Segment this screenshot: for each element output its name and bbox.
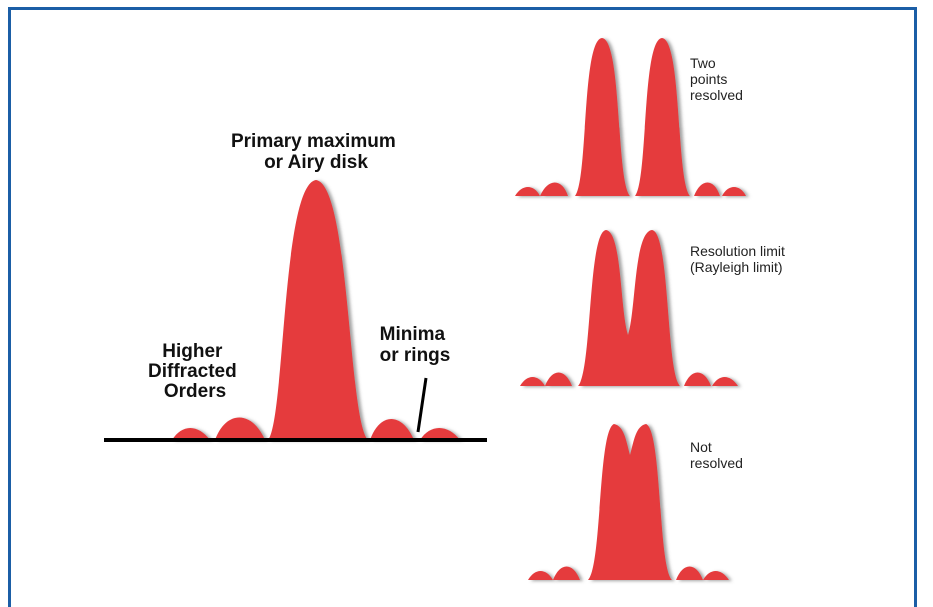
panel-two-points-resolved [515,38,746,196]
panel1-side-lobe [515,187,540,196]
panel2-side-lobe [520,377,545,386]
panel2-side-lobe [684,372,711,386]
higher-order-lobe-left-2 [172,428,210,440]
panel3-side-lobe [528,571,553,580]
panel3-side-lobe [553,566,580,580]
panel1-side-lobe [694,182,720,196]
minima-pointer [416,377,428,433]
panel-not-resolved [528,424,729,580]
panel3-merged-peaks [588,424,672,580]
panel1-peak-right [635,38,690,196]
higher-order-lobe-right-2 [420,428,460,440]
panel1-label: Two points resolved [690,55,743,103]
airy-pattern [172,180,460,440]
figure-frame [8,7,917,607]
minima-label: Minima or rings [380,324,451,366]
panel2-merged-peaks [578,230,680,386]
panel3-side-lobe [703,571,729,580]
panel2-side-lobe [712,377,738,386]
panel1-side-lobe [540,182,568,196]
panel-resolution-limit [520,230,738,386]
panel2-label: Resolution limit (Rayleigh limit) [690,243,789,275]
panel1-side-lobe [722,187,746,196]
higher-orders-label: Higher Diffracted Orders [148,341,242,402]
panel3-label: Not resolved [690,439,743,471]
higher-order-lobe-right-1 [370,419,414,440]
panel3-side-lobe [676,566,703,580]
panel2-side-lobe [545,372,572,386]
primary-maximum-label: Primary maximum or Airy disk [231,131,401,173]
panel1-peak-left [575,38,630,196]
higher-order-lobe-left-1 [215,417,265,440]
airy-disk-peak [268,180,368,440]
diffraction-figure: Primary maximum or Airy disk Higher Diff… [104,38,789,580]
